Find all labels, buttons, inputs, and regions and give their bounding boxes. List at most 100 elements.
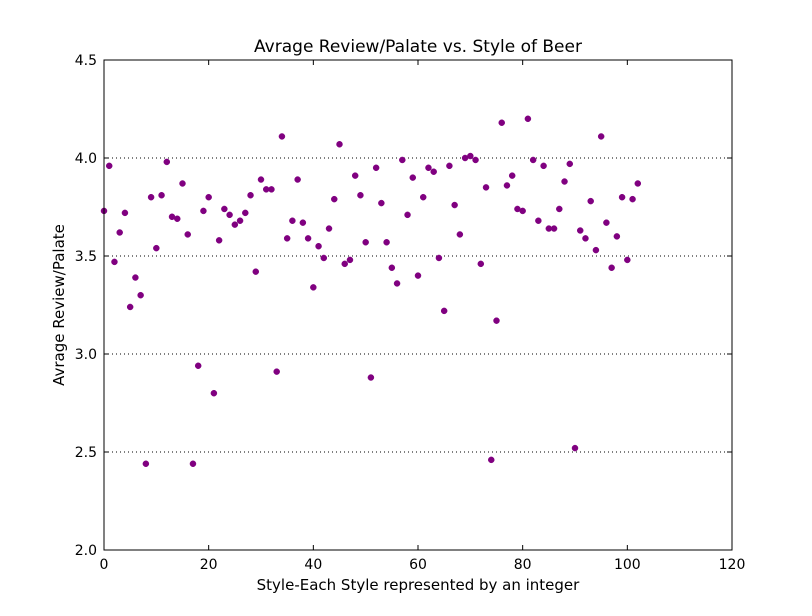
data-point bbox=[587, 197, 594, 205]
data-point bbox=[362, 239, 369, 246]
data-point bbox=[399, 156, 406, 164]
data-point bbox=[624, 256, 631, 264]
data-point bbox=[383, 239, 390, 246]
data-point bbox=[294, 176, 301, 183]
data-point bbox=[508, 172, 516, 179]
data-point bbox=[174, 215, 181, 223]
data-point bbox=[498, 119, 505, 126]
data-point bbox=[137, 291, 144, 299]
data-point bbox=[121, 209, 129, 217]
data-point bbox=[524, 115, 532, 123]
data-point bbox=[388, 264, 396, 272]
grid-layer bbox=[104, 157, 732, 453]
points-layer bbox=[100, 115, 642, 468]
data-point bbox=[404, 211, 411, 219]
data-point bbox=[126, 303, 134, 311]
data-point bbox=[634, 180, 642, 187]
x-tick-label: 120 bbox=[719, 557, 746, 573]
data-point bbox=[372, 164, 380, 172]
data-point bbox=[613, 233, 621, 240]
data-point bbox=[566, 160, 574, 168]
data-point bbox=[430, 168, 437, 175]
y-tick-label: 3.5 bbox=[75, 249, 97, 265]
data-point bbox=[357, 191, 364, 199]
data-point bbox=[425, 164, 432, 172]
data-point bbox=[540, 162, 547, 170]
data-point bbox=[111, 258, 118, 266]
data-point bbox=[472, 156, 479, 164]
data-point bbox=[440, 307, 448, 315]
data-point bbox=[242, 209, 249, 217]
data-point bbox=[550, 225, 558, 232]
data-point bbox=[257, 176, 265, 183]
x-tick-label: 80 bbox=[514, 557, 532, 573]
data-point bbox=[142, 460, 150, 468]
data-point bbox=[304, 235, 312, 242]
chart-title: Avrage Review/Palate vs. Style of Beer bbox=[254, 37, 582, 57]
data-point bbox=[488, 456, 495, 464]
y-tick-label: 4.5 bbox=[75, 53, 97, 69]
data-point bbox=[315, 242, 322, 250]
data-point bbox=[210, 389, 218, 397]
data-point bbox=[351, 172, 359, 179]
data-point bbox=[535, 217, 542, 224]
data-point bbox=[519, 207, 526, 215]
y-tick-label: 3.0 bbox=[75, 347, 97, 363]
data-point bbox=[608, 264, 615, 272]
y-tick-label: 2.5 bbox=[75, 445, 97, 461]
data-point bbox=[503, 182, 511, 189]
plot-frame bbox=[103, 59, 733, 551]
data-point bbox=[456, 231, 464, 238]
y-tick-label: 2.0 bbox=[75, 543, 97, 559]
data-point bbox=[179, 180, 186, 187]
data-point bbox=[163, 158, 171, 166]
data-point bbox=[147, 193, 155, 201]
data-point bbox=[325, 225, 333, 232]
data-point bbox=[451, 201, 458, 209]
data-point bbox=[283, 235, 291, 242]
data-point bbox=[268, 186, 275, 193]
data-point bbox=[320, 254, 328, 262]
data-point bbox=[556, 205, 563, 213]
x-tick-label: 0 bbox=[100, 557, 109, 573]
data-point bbox=[409, 174, 417, 181]
data-point bbox=[236, 217, 244, 224]
x-tick-label: 100 bbox=[614, 557, 641, 573]
x-tick-label: 40 bbox=[304, 557, 322, 573]
data-point bbox=[582, 235, 589, 242]
data-point bbox=[446, 162, 453, 170]
data-point bbox=[597, 133, 605, 140]
data-point bbox=[273, 368, 280, 375]
data-point bbox=[105, 162, 113, 170]
data-point bbox=[336, 141, 343, 148]
data-point bbox=[477, 260, 485, 268]
x-axis-label: Style-Each Style represented by an integ… bbox=[257, 576, 580, 594]
x-tick-label: 20 bbox=[200, 557, 218, 573]
data-point bbox=[367, 374, 375, 381]
data-point bbox=[603, 219, 610, 226]
data-point bbox=[493, 317, 500, 324]
data-point bbox=[189, 460, 197, 468]
data-point bbox=[576, 227, 584, 234]
data-point bbox=[346, 256, 354, 264]
data-point bbox=[184, 231, 191, 238]
data-point bbox=[231, 221, 239, 228]
y-tick-label: 4.0 bbox=[75, 151, 97, 167]
y-axis-label: Avrage Review/Palate bbox=[50, 224, 68, 386]
data-point bbox=[435, 254, 443, 262]
data-point bbox=[378, 199, 385, 207]
data-point bbox=[629, 195, 636, 203]
ticks-layer: 0 20 40 60 80 100 120 2.0 2.5 3.0 3.5 4.0 4.5 bbox=[75, 53, 746, 573]
data-point bbox=[310, 284, 317, 291]
data-point bbox=[341, 260, 348, 268]
data-point bbox=[252, 268, 260, 275]
data-point bbox=[194, 362, 202, 370]
data-point bbox=[482, 184, 490, 191]
data-point bbox=[205, 193, 212, 201]
data-point bbox=[414, 272, 422, 279]
data-point bbox=[393, 280, 401, 287]
x-tick-label: 60 bbox=[409, 557, 427, 573]
data-point bbox=[561, 178, 568, 185]
